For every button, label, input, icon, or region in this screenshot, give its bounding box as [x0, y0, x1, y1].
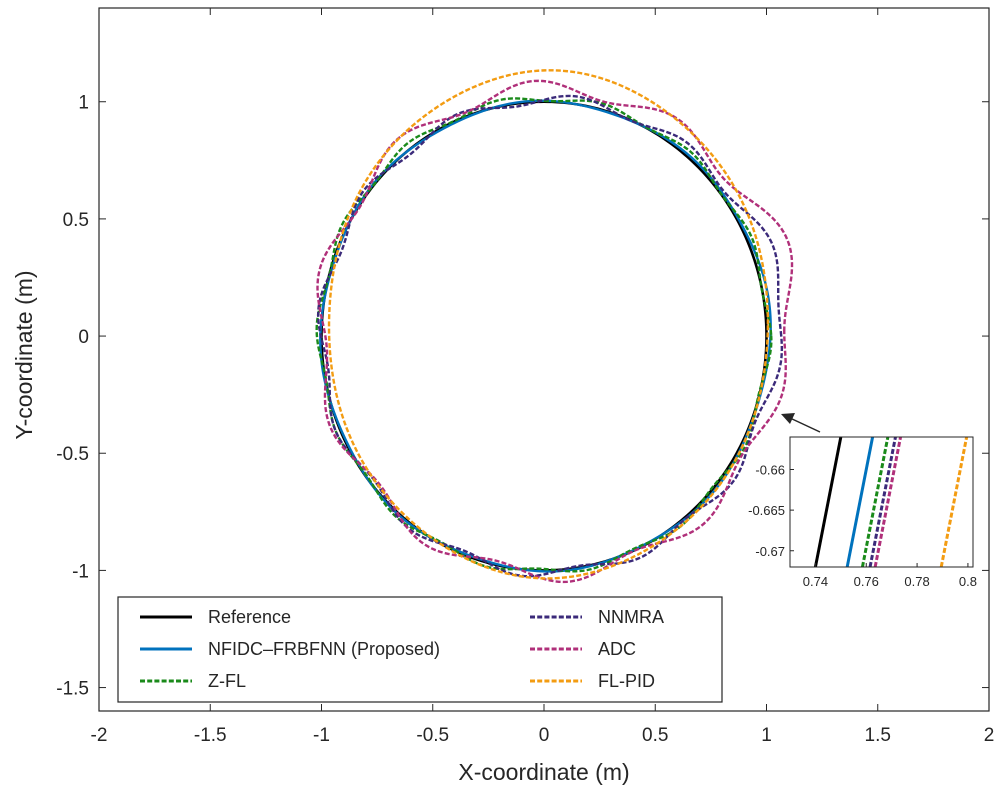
- arrow-shaft: [789, 417, 821, 433]
- y-tick-label: 0.5: [63, 210, 89, 231]
- y-tick-label: -1.5: [56, 679, 89, 700]
- x-tick-label: -0.5: [416, 725, 449, 746]
- inset-pointer-arrow: [781, 413, 821, 433]
- zoom-inset: 0.74 0.76 0.78 0.8 -0.66 -0.665 -0.67: [748, 436, 977, 589]
- x-axis-label: X-coordinate (m): [458, 759, 629, 785]
- y-tick-label: -0.5: [56, 444, 89, 465]
- legend-label-z-fl: Z-FL: [208, 671, 246, 691]
- inset-y-tick-label: -0.66: [755, 463, 785, 478]
- inset-x-tick-label: 0.8: [959, 574, 977, 589]
- series-group: [315, 69, 794, 584]
- legend-box: [117, 596, 723, 703]
- y-axis-ticks: -1.5 -1 -0.5 0 0.5 1: [56, 93, 989, 700]
- legend: Reference NFIDC–FRBFNN (Proposed) Z-FL NNMR…: [117, 596, 723, 703]
- inset-line-nnmra: [868, 437, 897, 567]
- inset-line-nfidc-frbfnn-proposed: [845, 437, 875, 567]
- series-line-z-fl: [315, 97, 773, 573]
- legend-label-adc: ADC: [598, 639, 636, 659]
- legend-label-nnmra: NNMRA: [598, 607, 664, 627]
- legend-label-reference: Reference: [208, 607, 291, 627]
- x-tick-label: -2: [91, 725, 108, 746]
- legend-label-fl-pid: FL-PID: [598, 671, 655, 691]
- x-tick-label: -1.5: [194, 725, 227, 746]
- y-tick-label: -1: [72, 561, 89, 582]
- inset-x-tick-label: 0.78: [904, 574, 929, 589]
- x-tick-label: -1: [313, 725, 330, 746]
- inset-line-adc: [873, 437, 903, 567]
- legend-label-nfidc-frbfnn-proposed: NFIDC–FRBFNN (Proposed): [208, 639, 440, 659]
- inset-line-z-fl: [860, 437, 890, 567]
- inset-y-tick-label: -0.67: [755, 544, 785, 559]
- x-tick-label: 2: [984, 725, 995, 746]
- x-tick-label: 1.5: [865, 725, 891, 746]
- inset-line-fl-pid: [939, 437, 969, 567]
- inset-series-group: [813, 437, 969, 567]
- y-tick-label: 1: [78, 93, 89, 114]
- inset-x-tick-label: 0.74: [803, 574, 828, 589]
- x-tick-label: 0.5: [642, 725, 668, 746]
- inset-frame: [789, 436, 974, 568]
- inset-x-tick-label: 0.76: [854, 574, 879, 589]
- inset-y-tick-label: -0.665: [748, 503, 785, 518]
- y-tick-label: 0: [78, 327, 89, 348]
- series-line-fl-pid: [327, 69, 770, 580]
- inset-line-reference: [813, 437, 843, 567]
- y-axis-label: Y-coordinate (m): [11, 270, 37, 439]
- arrow-head: [781, 413, 795, 424]
- x-tick-label: 0: [539, 725, 550, 746]
- x-axis-ticks: -2 -1.5 -1 -0.5 0 0.5 1 1.5 2: [91, 8, 995, 746]
- x-tick-label: 1: [761, 725, 772, 746]
